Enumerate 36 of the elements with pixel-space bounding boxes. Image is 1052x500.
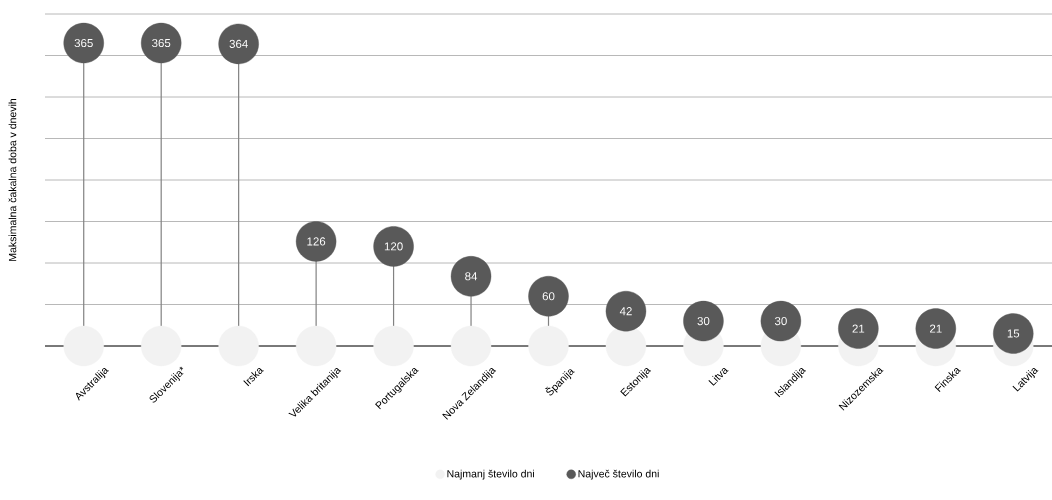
point	[605, 290, 647, 332]
data-label: 126	[307, 237, 326, 246]
point	[528, 276, 569, 317]
data-label: 30	[697, 317, 710, 326]
point	[528, 325, 569, 367]
data-label: 84	[465, 272, 478, 281]
point	[450, 256, 492, 297]
point	[218, 23, 259, 65]
point	[838, 308, 879, 349]
data-label: 15	[1007, 329, 1020, 338]
point	[140, 325, 182, 367]
data-label: 21	[929, 324, 942, 333]
legend-label: Najmanj število dni	[447, 469, 534, 480]
point	[295, 325, 337, 367]
point	[63, 22, 104, 64]
data-label: 60	[542, 292, 555, 301]
point	[993, 313, 1034, 354]
data-label: 120	[384, 242, 403, 251]
legend-label: Največ število dni	[578, 469, 659, 480]
point	[760, 300, 802, 342]
point	[915, 308, 957, 349]
point	[218, 325, 259, 367]
point	[140, 22, 182, 64]
point	[450, 325, 492, 367]
point	[683, 300, 724, 342]
data-label: 365	[74, 38, 93, 48]
point	[295, 221, 337, 262]
data-label: 30	[774, 317, 787, 326]
point	[373, 226, 414, 267]
point	[63, 325, 104, 367]
y-axis-title: Maksimalna čakalna doba v dnevih	[8, 99, 17, 261]
data-label: 364	[229, 39, 248, 48]
point	[373, 325, 414, 367]
data-label: 365	[152, 38, 171, 48]
data-label: 21	[852, 324, 865, 333]
data-label: 42	[619, 307, 632, 316]
